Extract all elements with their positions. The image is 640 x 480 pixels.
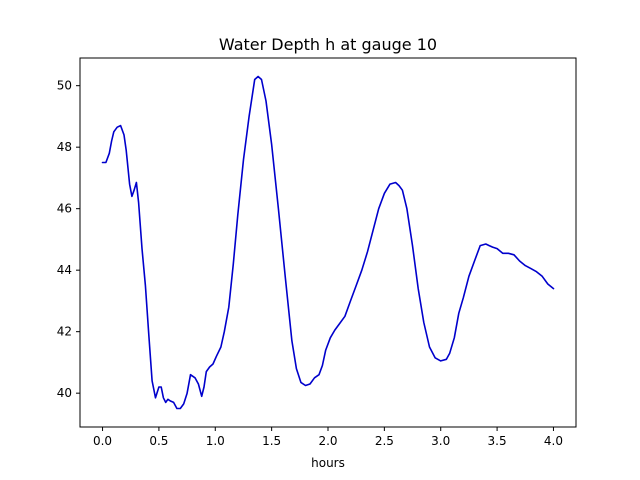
chart-title: Water Depth h at gauge 10	[219, 35, 437, 54]
plot-frame	[79, 57, 577, 428]
x-tick-label: 2.0	[318, 434, 337, 448]
x-tick-label: 3.0	[431, 434, 450, 448]
x-tick-label: 2.5	[375, 434, 394, 448]
y-tick-label: 46	[57, 202, 72, 216]
x-tick-label: 0.5	[149, 434, 168, 448]
x-tick-label: 4.0	[544, 434, 563, 448]
x-tick-label: 1.5	[262, 434, 281, 448]
x-axis: 0.0 0.5 1.0 1.5 2.0 2.5 3.0 3.5 4.0	[93, 427, 563, 448]
x-tick-label: 3.5	[488, 434, 507, 448]
x-tick-label: 0.0	[93, 434, 112, 448]
series-line	[101, 75, 555, 410]
y-tick-label: 40	[57, 386, 72, 400]
y-tick-label: 42	[57, 325, 72, 339]
x-tick-label: 1.0	[206, 434, 225, 448]
y-tick-label: 48	[57, 140, 72, 154]
y-axis: 40 42 44 46 48 50	[57, 79, 80, 400]
plot-area	[101, 75, 555, 410]
y-tick-label: 50	[57, 79, 72, 93]
y-tick-label: 44	[57, 263, 72, 277]
x-axis-label: hours	[311, 456, 345, 470]
